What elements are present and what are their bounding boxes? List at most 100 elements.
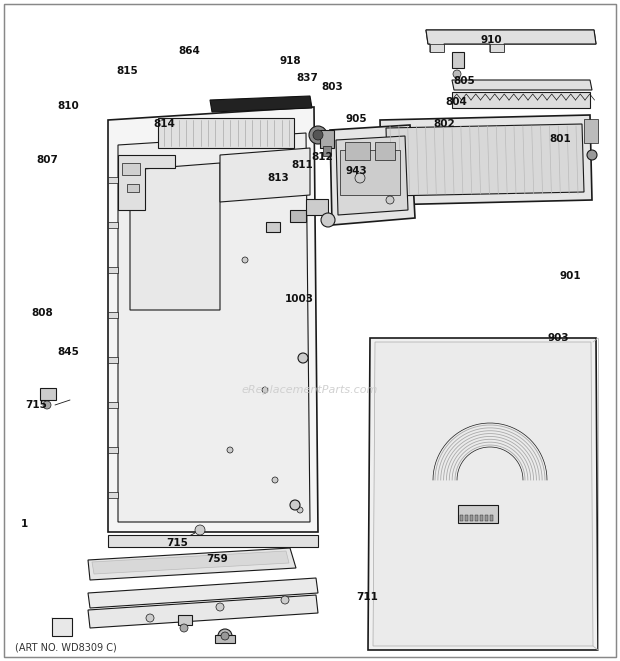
Bar (108, 447, 118, 453)
Bar (306, 199, 328, 215)
Bar (460, 515, 463, 521)
Circle shape (221, 632, 229, 640)
Polygon shape (368, 338, 598, 650)
Circle shape (298, 353, 308, 363)
Text: 711: 711 (356, 592, 379, 602)
Text: 715: 715 (166, 538, 188, 549)
Polygon shape (92, 551, 289, 574)
Polygon shape (490, 44, 504, 52)
Polygon shape (336, 136, 408, 215)
Circle shape (313, 130, 323, 140)
Circle shape (290, 500, 300, 510)
Polygon shape (452, 92, 590, 108)
Text: 905: 905 (346, 114, 367, 124)
Text: 943: 943 (345, 165, 367, 176)
Circle shape (321, 213, 335, 227)
Bar (584, 119, 598, 143)
Polygon shape (108, 535, 318, 547)
Text: 918: 918 (280, 56, 301, 66)
Circle shape (262, 387, 268, 393)
Polygon shape (88, 578, 318, 608)
Text: 1: 1 (21, 518, 29, 529)
Text: 812: 812 (311, 152, 334, 163)
Bar (490, 515, 493, 521)
Text: 808: 808 (31, 307, 53, 318)
Polygon shape (380, 115, 592, 205)
Polygon shape (158, 118, 294, 148)
Text: 910: 910 (481, 34, 502, 45)
Bar (122, 163, 140, 175)
Circle shape (272, 477, 278, 483)
Circle shape (453, 70, 461, 78)
Polygon shape (330, 125, 415, 225)
Polygon shape (118, 155, 175, 210)
Text: 901: 901 (560, 271, 581, 282)
Text: 810: 810 (57, 100, 79, 111)
Text: 811: 811 (291, 160, 314, 171)
Bar (375, 142, 395, 160)
Text: 759: 759 (206, 553, 228, 564)
Text: (ART NO. WD8309 C): (ART NO. WD8309 C) (15, 643, 117, 653)
Bar (480, 515, 483, 521)
Polygon shape (426, 30, 596, 52)
Bar (108, 312, 118, 318)
Bar (470, 515, 473, 521)
Text: 813: 813 (267, 173, 289, 184)
Polygon shape (130, 163, 220, 310)
Polygon shape (373, 342, 593, 646)
Bar (465, 515, 468, 521)
Polygon shape (220, 148, 310, 202)
Bar (485, 515, 488, 521)
Polygon shape (88, 548, 296, 580)
Bar (458, 505, 498, 523)
Circle shape (242, 257, 248, 263)
Bar (215, 635, 235, 643)
Text: 802: 802 (433, 119, 456, 130)
Bar (108, 402, 118, 408)
Text: 814: 814 (153, 119, 175, 130)
Circle shape (216, 603, 224, 611)
Text: 805: 805 (453, 75, 475, 86)
Circle shape (146, 614, 154, 622)
Text: 801: 801 (549, 134, 572, 144)
Polygon shape (426, 30, 596, 44)
Text: 903: 903 (547, 333, 569, 344)
Polygon shape (108, 107, 318, 532)
Bar (340, 150, 400, 195)
Polygon shape (452, 80, 592, 90)
Text: 1003: 1003 (285, 293, 314, 304)
Bar (108, 267, 118, 273)
Bar (127, 184, 139, 192)
Polygon shape (88, 595, 318, 628)
Circle shape (587, 150, 597, 160)
Bar (266, 222, 280, 232)
Polygon shape (52, 618, 72, 636)
Bar (323, 146, 331, 156)
Bar (108, 357, 118, 363)
Bar (320, 130, 334, 148)
Polygon shape (210, 96, 312, 112)
Circle shape (195, 525, 205, 535)
Bar (40, 388, 56, 400)
Text: 864: 864 (178, 46, 200, 56)
Polygon shape (430, 44, 444, 52)
Circle shape (386, 196, 394, 204)
Text: 807: 807 (36, 155, 58, 165)
Text: 803: 803 (321, 82, 343, 93)
Text: 715: 715 (25, 399, 47, 410)
Text: 837: 837 (296, 73, 318, 83)
Circle shape (227, 447, 233, 453)
Bar (178, 615, 192, 625)
Polygon shape (118, 133, 310, 522)
Bar (108, 222, 118, 228)
Bar (290, 210, 306, 222)
Circle shape (297, 507, 303, 513)
Bar (108, 492, 118, 498)
Polygon shape (386, 124, 584, 196)
Bar (452, 52, 464, 68)
Text: 804: 804 (445, 97, 467, 108)
Circle shape (180, 624, 188, 632)
Bar (475, 515, 478, 521)
Circle shape (218, 629, 232, 643)
Text: 815: 815 (116, 65, 138, 76)
